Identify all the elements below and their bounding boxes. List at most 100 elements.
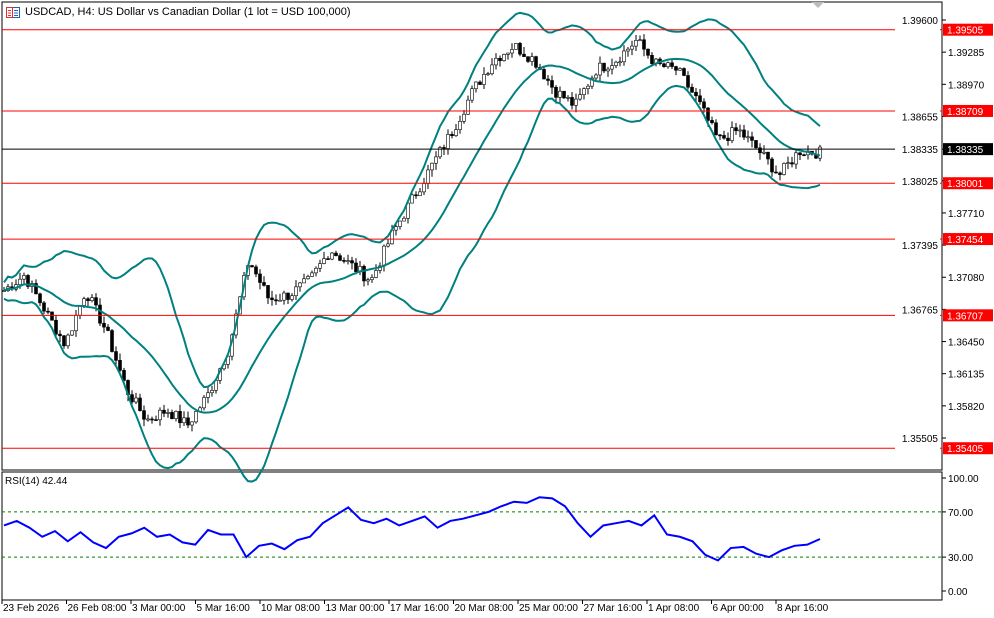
bull-candle: [166, 412, 170, 414]
bear-candle: [170, 412, 174, 419]
price-tick-label: 1.38335: [902, 145, 939, 156]
bear-candle: [274, 299, 278, 302]
price-tick-label: 1.38025: [902, 177, 939, 188]
time-tick-label: 10 Mar 08:00: [261, 603, 320, 614]
bear-candle: [254, 266, 258, 275]
bull-candle: [210, 389, 214, 394]
price-tick-label: 1.37710: [948, 209, 985, 220]
bull-candle: [586, 85, 590, 89]
price-tick-label-bg: [896, 174, 940, 187]
time-tick-label: 17 Mar 16:00: [390, 603, 449, 614]
bull-candle: [134, 397, 138, 403]
bear-candle: [766, 151, 770, 160]
bull-candle: [430, 162, 434, 171]
bear-candle: [334, 252, 338, 256]
rsi-tick-label: 0.00: [948, 587, 968, 598]
bull-candle: [66, 334, 70, 347]
bull-candle: [470, 88, 474, 101]
bear-candle: [602, 62, 606, 72]
bull-candle: [370, 277, 374, 280]
bull-candle: [818, 146, 822, 159]
price-tick-label: 1.38970: [948, 80, 985, 91]
bull-candle: [366, 279, 370, 282]
bull-candle: [474, 81, 478, 90]
bear-candle: [94, 297, 98, 306]
bull-candle: [306, 276, 310, 280]
time-tick-label: 20 Mar 08:00: [455, 603, 514, 614]
bull-candle: [786, 162, 790, 164]
bull-candle: [666, 62, 670, 68]
bull-candle: [678, 68, 682, 71]
bear-candle: [682, 68, 686, 76]
price-tick-label: 1.37395: [902, 241, 939, 252]
bear-candle: [542, 69, 546, 80]
chart-window-icon: [6, 6, 20, 18]
bull-candle: [182, 417, 186, 424]
bear-candle: [326, 258, 330, 260]
time-tick-label: 3 Mar 00:00: [132, 603, 186, 614]
price-level-tag: [943, 309, 993, 322]
time-tick-label: 6 Apr 00:00: [713, 603, 765, 614]
time-tick-label: 13 Mar 00:00: [326, 603, 385, 614]
bear-candle: [114, 351, 118, 361]
bull-candle: [622, 50, 626, 63]
time-tick-label: 27 Mar 16:00: [584, 603, 643, 614]
bull-candle: [610, 65, 614, 70]
bull-candle: [174, 411, 178, 419]
bull-candle: [202, 397, 206, 409]
bull-candle: [762, 151, 766, 154]
price-level-label: 1.38709: [947, 107, 984, 118]
bull-candle: [434, 156, 438, 164]
bear-candle: [526, 56, 530, 62]
bear-candle: [286, 292, 290, 300]
bear-candle: [26, 275, 30, 287]
price-level-tag: [943, 233, 993, 246]
bull-candle: [638, 39, 642, 42]
bear-candle: [714, 122, 718, 136]
bear-candle: [86, 298, 90, 302]
price-tick-label-bg: [896, 432, 940, 445]
bull-candle: [486, 73, 490, 76]
bear-candle: [162, 409, 166, 414]
price-level-label: 1.37454: [947, 235, 984, 246]
chart-shift-marker: [812, 2, 824, 8]
bull-candle: [502, 53, 506, 61]
bear-candle: [562, 90, 566, 99]
time-tick-label: 1 Apr 08:00: [648, 603, 700, 614]
bull-candle: [454, 129, 458, 136]
bull-candle: [22, 275, 26, 280]
bear-candle: [102, 322, 106, 328]
bear-candle: [670, 62, 674, 67]
bull-candle: [466, 99, 470, 115]
rsi-tick-label: 70.00: [948, 508, 973, 519]
bear-candle: [42, 302, 46, 312]
bear-candle: [662, 63, 666, 68]
current-price-label: 1.38335: [947, 145, 984, 156]
bull-candle: [590, 77, 594, 87]
bear-candle: [778, 172, 782, 175]
bull-candle: [314, 267, 318, 274]
bear-candle: [354, 262, 358, 273]
bull-candle: [446, 134, 450, 149]
rsi-tick-label: 30.00: [948, 553, 973, 564]
bull-candle: [402, 217, 406, 222]
bull-candle: [330, 252, 334, 260]
bear-candle: [50, 311, 54, 321]
bear-candle: [266, 285, 270, 299]
bull-candle: [510, 49, 514, 54]
bull-candle: [310, 272, 314, 277]
bull-candle: [482, 73, 486, 85]
rsi-line: [3, 496, 821, 562]
price-level-label: 1.38001: [947, 179, 984, 190]
bull-candle: [158, 409, 162, 421]
bull-candle: [146, 418, 150, 421]
bear-candle: [646, 48, 650, 56]
bull-candle: [634, 40, 638, 47]
bear-candle: [38, 293, 42, 304]
bear-candle: [754, 140, 758, 149]
bull-candle: [318, 263, 322, 269]
bull-candle: [422, 183, 426, 193]
bull-candle: [418, 191, 422, 197]
